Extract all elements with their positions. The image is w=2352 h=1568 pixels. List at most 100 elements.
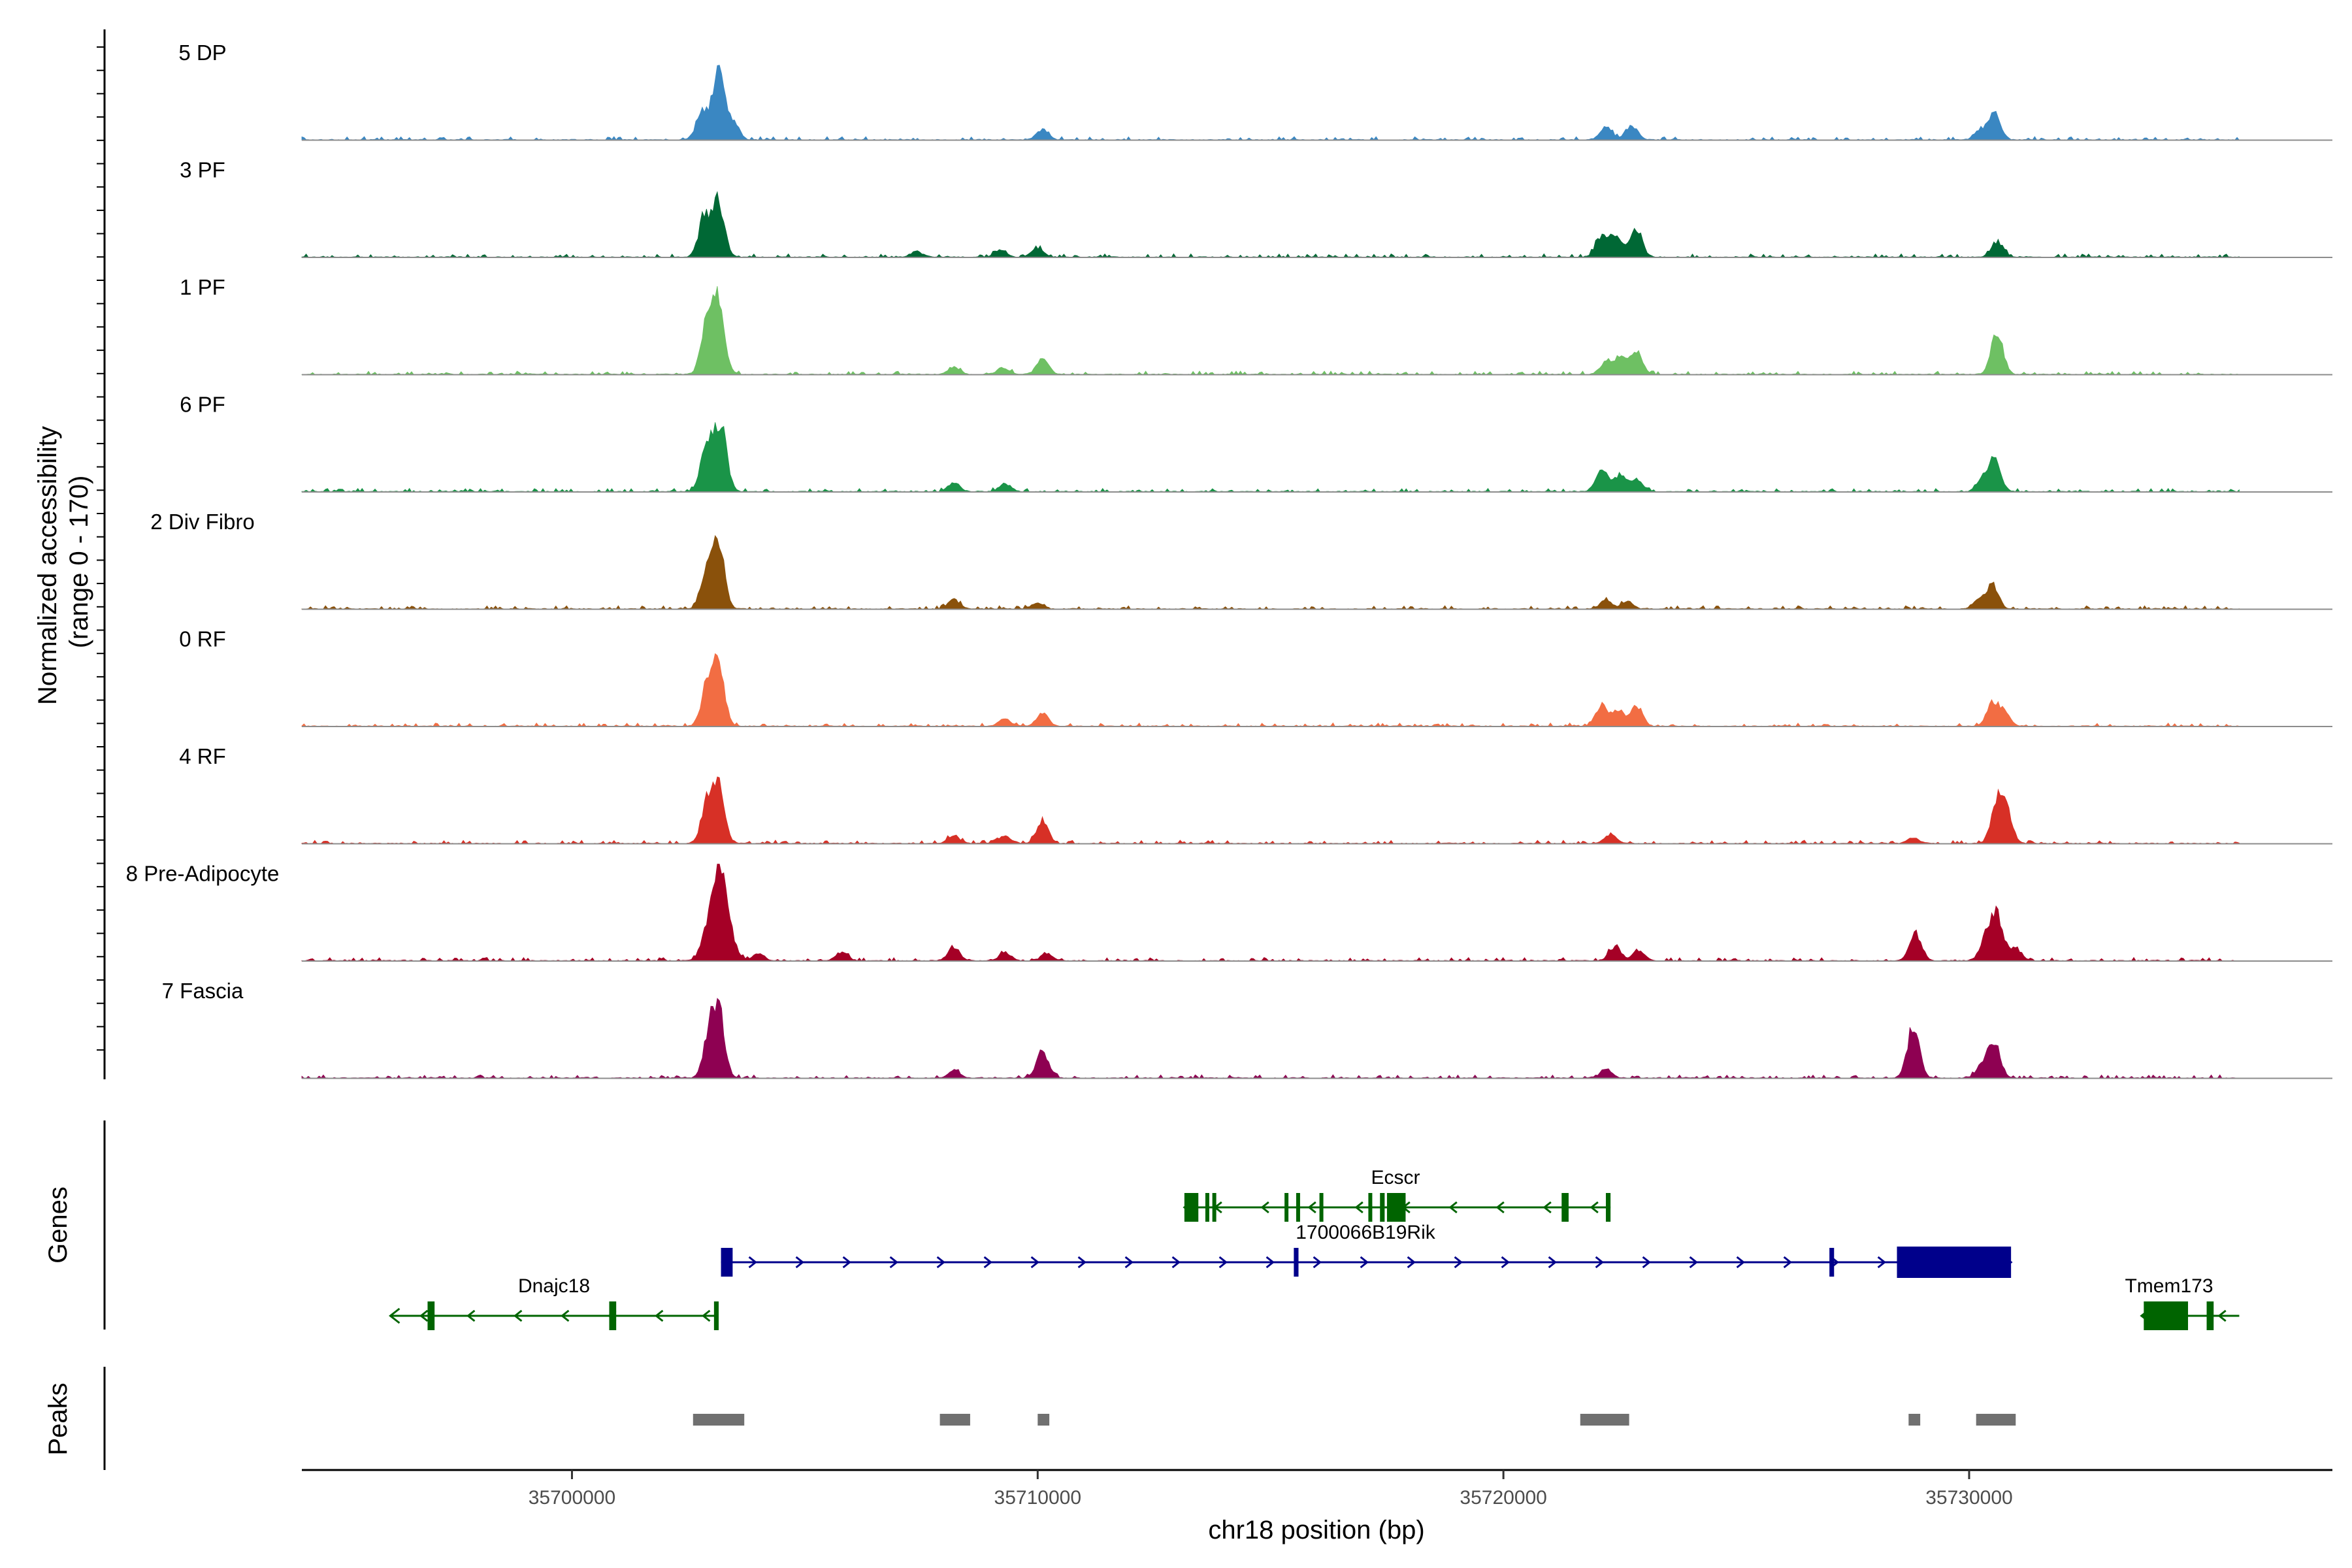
track-1-pf: 1 PF xyxy=(180,275,2332,376)
coverage-area xyxy=(301,776,2240,844)
gene-dnajc18: Dnajc18 xyxy=(389,1275,719,1330)
track-label: 8 Pre-Adipocyte xyxy=(126,862,280,886)
strand-arrow xyxy=(655,1309,664,1322)
strand-arrow xyxy=(1354,1201,1364,1214)
strand-arrow xyxy=(1689,1256,1698,1269)
exon xyxy=(427,1301,435,1330)
y-axis-title: Normalized accessibility (range 0 - 170) xyxy=(33,419,93,705)
strand-arrow xyxy=(1642,1256,1651,1269)
exon xyxy=(713,1301,719,1330)
strand-arrow xyxy=(1171,1256,1181,1269)
strand-arrow xyxy=(561,1309,570,1322)
gene-label: Dnajc18 xyxy=(518,1275,590,1297)
strand-arrow xyxy=(1077,1256,1086,1269)
track-label: 5 DP xyxy=(178,41,226,65)
peak-region xyxy=(1037,1414,1050,1426)
gene-label: Tmem173 xyxy=(2125,1275,2213,1297)
x-axis-title: chr18 position (bp) xyxy=(1208,1516,1424,1544)
strand-arrow xyxy=(1454,1256,1463,1269)
track-label: 3 PF xyxy=(180,158,225,182)
strand-arrow xyxy=(1307,1201,1316,1214)
track-label: 7 Fascia xyxy=(162,979,244,1003)
peak-region xyxy=(1976,1414,2016,1426)
coverage-area xyxy=(301,534,2240,610)
strand-arrow xyxy=(1495,1201,1505,1214)
peaks-panel-label: Peaks xyxy=(44,1382,73,1455)
coverage-area xyxy=(301,864,2240,962)
strand-arrow xyxy=(466,1309,476,1322)
track-label: 2 Div Fibro xyxy=(150,510,255,534)
strand-arrow xyxy=(2217,1309,2227,1322)
track-6-pf: 6 PF xyxy=(180,393,2332,493)
exon xyxy=(1897,1247,2012,1278)
exon xyxy=(1205,1193,1209,1222)
coverage-area xyxy=(301,286,2240,376)
exon xyxy=(1212,1193,1217,1222)
strand-arrow xyxy=(1448,1201,1458,1214)
peak-regions xyxy=(693,1414,2016,1426)
exon xyxy=(1296,1193,1300,1222)
exon xyxy=(721,1248,733,1277)
coverage-area xyxy=(301,998,2240,1079)
track-3-pf: 3 PF xyxy=(180,158,2332,258)
x-tick-label: 35730000 xyxy=(1925,1487,2012,1509)
exon xyxy=(609,1301,617,1330)
strand-arrow xyxy=(702,1309,711,1322)
track-label: 4 RF xyxy=(179,744,226,768)
peak-region xyxy=(1908,1414,1921,1426)
track-label: 1 PF xyxy=(180,275,225,299)
gene-label: Ecscr xyxy=(1371,1167,1420,1188)
strand-arrow xyxy=(1407,1256,1416,1269)
track-4-rf: 4 RF xyxy=(179,744,2332,845)
strand-arrow xyxy=(842,1256,851,1269)
strand-arrow xyxy=(748,1256,757,1269)
strand-arrow xyxy=(1030,1256,1039,1269)
strand-arrow xyxy=(1543,1201,1552,1214)
strand-arrow xyxy=(1595,1256,1604,1269)
y-axis-title-line2: (range 0 - 170) xyxy=(65,476,93,649)
exon xyxy=(1319,1193,1324,1222)
gene-label: 1700066B19Rik xyxy=(1296,1222,1436,1243)
strand-arrow xyxy=(1877,1256,1886,1269)
strand-arrow xyxy=(1501,1256,1510,1269)
strand-arrow xyxy=(889,1256,898,1269)
gene-ecscr: Ecscr xyxy=(1183,1167,1611,1222)
strand-arrow xyxy=(1590,1201,1599,1214)
exon xyxy=(1184,1193,1199,1222)
x-tick-label: 35710000 xyxy=(994,1487,1081,1509)
exon xyxy=(1561,1193,1569,1222)
track-label: 6 PF xyxy=(180,393,225,417)
exon xyxy=(2144,1301,2189,1330)
coverage-y-ticks xyxy=(97,46,105,1051)
strand-arrow xyxy=(514,1309,523,1322)
strand-arrow xyxy=(1313,1256,1322,1269)
peak-region xyxy=(939,1414,970,1426)
genes-panel-label: Genes xyxy=(44,1186,73,1264)
track-8-pre-adipocyte: 8 Pre-Adipocyte xyxy=(126,862,2332,962)
track-5-dp: 5 DP xyxy=(178,41,2332,141)
exon xyxy=(1380,1193,1385,1222)
exon xyxy=(1829,1248,1835,1277)
exon xyxy=(1294,1248,1299,1277)
strand-arrow xyxy=(1260,1201,1269,1214)
strand-arrow xyxy=(1360,1256,1369,1269)
track-7-fascia: 7 Fascia xyxy=(162,979,2332,1079)
coverage-area xyxy=(301,191,2240,258)
coverage-tracks: 5 DP 3 PF 1 PF 6 PF 2 Div Fibro 0 RF 4 RF 8 Pre… xyxy=(126,41,2332,1079)
gene-tmem173: Tmem173 xyxy=(2125,1275,2240,1330)
strand-arrow xyxy=(1124,1256,1134,1269)
peak-region xyxy=(1580,1414,1629,1426)
strand-arrow xyxy=(1783,1256,1792,1269)
x-tick-label: 35700000 xyxy=(529,1487,615,1509)
strand-arrow xyxy=(1218,1256,1228,1269)
strand-arrow xyxy=(795,1256,804,1269)
exon xyxy=(2206,1301,2214,1330)
coverage-area xyxy=(301,65,2240,140)
strand-arrow xyxy=(983,1256,992,1269)
x-tick-label: 35720000 xyxy=(1460,1487,1546,1509)
coverage-area xyxy=(301,422,2240,493)
exon xyxy=(1368,1193,1373,1222)
y-axis-title-line1: Normalized accessibility xyxy=(33,426,62,705)
strand-arrow xyxy=(419,1309,429,1322)
